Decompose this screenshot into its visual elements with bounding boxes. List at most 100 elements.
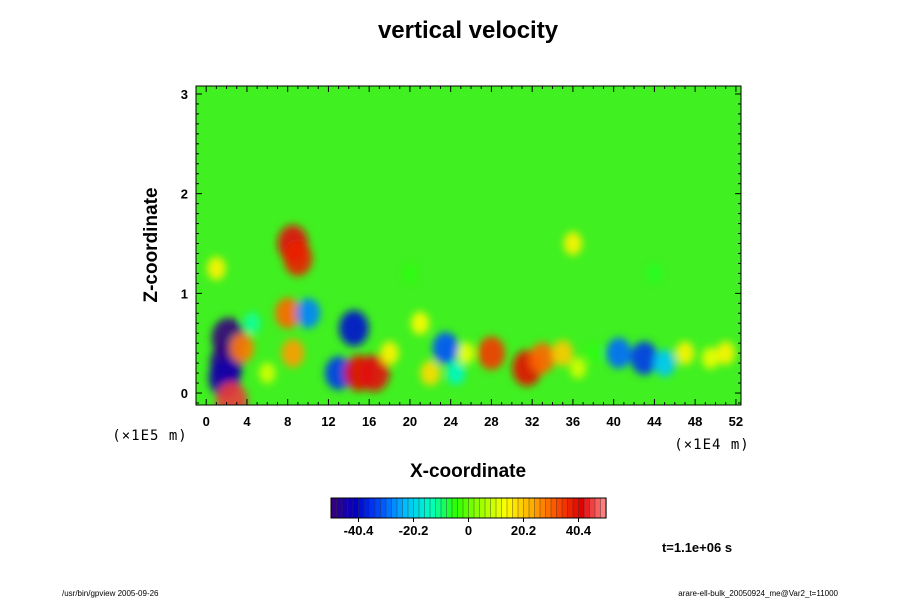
colorbar-cell [451,497,459,519]
colorbar-cell [429,497,437,519]
x-tick-label: 36 [566,414,580,429]
colorbar: -40.4 -20.2 0 20.2 40.4 [330,497,607,538]
field-feature [324,356,353,390]
y-scale-note: (×1E5 m) [112,428,187,444]
colorbar-cell [446,497,453,519]
colorbar-cell [341,497,349,519]
field-feature [339,310,369,347]
x-tick-label: 32 [525,414,539,429]
field-feature [586,343,601,363]
colorbar-cell [583,497,591,519]
colorbar-cell [358,497,365,519]
x-tick-label: 8 [284,414,291,429]
footer-left: /usr/bin/gpview 2005-09-26 [62,589,159,598]
x-tick-label: 0 [203,414,210,429]
colorbar-cell [594,497,602,519]
field-feature [563,231,583,256]
x-scale-note: (×1E4 m) [674,437,749,453]
colorbar-cell [402,497,409,519]
colorbar-cell [545,497,552,519]
x-tick-label: 24 [443,414,458,429]
colorbar-cell [550,497,558,519]
colorbar-cell [424,497,431,519]
x-tick-label: 12 [321,414,335,429]
colorbar-cell [539,497,547,519]
field-feature [647,263,662,283]
field-feature [653,349,676,377]
x-axis-label: X-coordinate [410,461,526,482]
x-tick-label: 40 [606,414,620,429]
x-tick-label: 16 [362,414,376,429]
colorbar-cell [396,497,404,519]
field-feature [215,381,248,405]
field-feature [446,361,466,385]
field-feature [630,341,658,375]
field-feature [606,337,632,369]
colorbar-tick-label: -40.4 [344,523,374,538]
y-axis-ticks: 0 1 2 3 [181,87,741,404]
colorbar-cell [435,497,442,519]
field-feature [432,332,459,365]
field-feature [552,340,574,367]
x-tick-label: 52 [729,414,743,429]
x-tick-label: 48 [688,414,702,429]
y-tick-label: 1 [181,286,188,301]
chart-title: vertical velocity [378,17,559,44]
field-feature [229,333,255,364]
colorbar-cell [506,497,514,519]
colorbar-ticks: -40.4 -20.2 0 20.2 40.4 [344,518,592,538]
x-tick-label: 28 [484,414,498,429]
colorbar-cell [380,497,387,519]
field-feature [716,341,736,365]
colorbar-cell [528,497,536,519]
colorbar-cell [567,497,574,519]
colorbar-cell [534,497,541,519]
colorbar-cell [556,497,563,519]
plot-frame [195,85,742,406]
colorbar-cells [330,497,607,519]
field-feature [420,360,441,386]
field-feature [701,347,720,370]
colorbar-cell [462,497,470,519]
field-feature [457,342,475,365]
field-feature [207,256,226,281]
field-feature [477,336,506,370]
colorbar-cell [517,497,525,519]
colorbar-cell [501,497,508,519]
colorbar-tick-label: 20.2 [511,523,536,538]
colorbar-cell [495,497,503,519]
colorbar-cell [391,497,398,519]
field-feature [281,338,305,368]
colorbar-cell [457,497,464,519]
field-feature [569,357,587,379]
field-feature [529,342,555,374]
colorbar-cell [352,497,360,519]
field-feature [411,311,430,335]
field-feature [295,298,321,329]
x-tick-label: 20 [403,414,417,429]
colorbar-cell [561,497,569,519]
field-feature [402,264,418,283]
y-tick-label: 0 [181,386,188,401]
colorbar-cell [347,497,354,519]
colorbar-cell [330,497,338,519]
time-label: t=1.1e+06 s [662,540,732,555]
colorbar-cell [385,497,393,519]
colorbar-cell [468,497,475,519]
colorbar-cell [479,497,486,519]
colorbar-cell [484,497,492,519]
colorbar-tick-label: -20.2 [399,523,429,538]
colorbar-cell [473,497,481,519]
field-features [207,225,736,405]
plot-area [195,85,742,406]
y-axis-label: Z-coordinate [141,187,162,302]
field-feature [675,341,695,365]
colorbar-cell [523,497,530,519]
colorbar-cell [572,497,580,519]
field-feature [283,240,313,276]
colorbar-cell [578,497,585,519]
field-feature [243,312,261,335]
colorbar-tick-label: 0 [465,523,472,538]
colorbar-cell [407,497,415,519]
